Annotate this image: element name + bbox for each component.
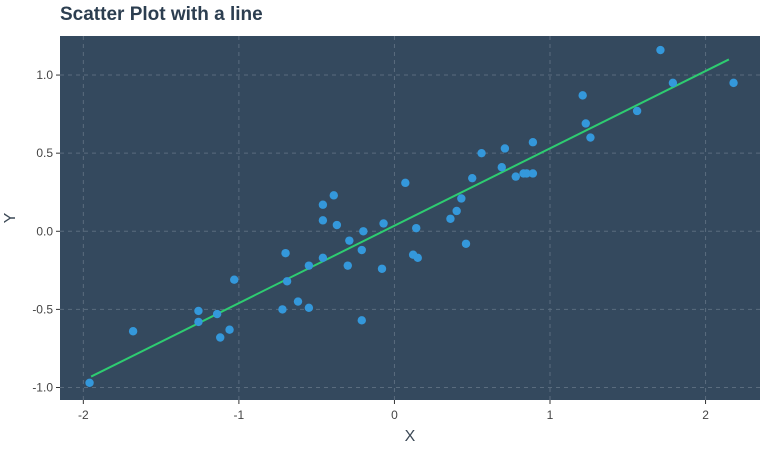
data-point — [528, 169, 538, 178]
x-tick-label: -1 — [234, 408, 245, 422]
data-point — [413, 253, 422, 263]
data-point — [304, 261, 314, 270]
data-point — [477, 148, 486, 158]
data-point — [528, 138, 538, 147]
data-point — [729, 78, 738, 88]
data-point — [581, 119, 590, 128]
scatter-points — [85, 45, 738, 388]
data-point — [446, 214, 455, 223]
y-tick-label: 1.0 — [36, 68, 53, 82]
data-point — [281, 248, 290, 258]
data-point — [656, 45, 665, 55]
chart-title: Scatter Plot with a line — [60, 4, 263, 25]
data-point — [282, 277, 292, 286]
y-tick-label: -1.0 — [32, 381, 53, 395]
data-point — [377, 264, 387, 273]
data-point — [632, 106, 642, 116]
data-point — [194, 306, 203, 316]
data-point — [345, 236, 354, 245]
data-point — [511, 172, 520, 181]
data-point — [278, 305, 287, 314]
x-tick-label: -2 — [78, 408, 89, 422]
data-point — [329, 191, 338, 200]
data-point — [357, 245, 366, 255]
data-point — [500, 144, 510, 153]
data-point — [578, 91, 587, 100]
data-point — [343, 261, 352, 270]
y-tick-label: -0.5 — [32, 302, 53, 316]
data-point — [128, 327, 138, 336]
data-point — [304, 303, 314, 313]
y-axis-title: Y — [2, 212, 19, 223]
data-point — [293, 297, 303, 306]
data-point — [359, 227, 368, 236]
data-point — [216, 333, 225, 342]
data-point — [332, 220, 342, 230]
data-point — [225, 325, 234, 334]
x-tick-label: 2 — [702, 408, 709, 422]
data-point — [85, 378, 94, 388]
data-point — [668, 78, 678, 88]
data-point — [212, 309, 222, 319]
data-point — [468, 173, 477, 183]
data-point — [586, 133, 595, 142]
x-axis-title: X — [405, 428, 416, 445]
data-point — [522, 169, 531, 178]
data-point — [318, 216, 328, 225]
data-point — [401, 178, 410, 188]
data-point — [379, 219, 388, 228]
data-point — [357, 316, 366, 325]
data-point — [457, 194, 466, 203]
x-tick-label: 1 — [547, 408, 554, 422]
data-point — [318, 200, 328, 209]
data-point — [452, 206, 461, 216]
data-point — [412, 223, 421, 233]
x-tick-label: 0 — [391, 408, 398, 422]
data-point — [461, 239, 471, 248]
data-point — [318, 253, 328, 263]
data-point — [194, 317, 203, 327]
data-point — [230, 275, 239, 284]
y-tick-label: 0.5 — [36, 146, 53, 160]
data-point — [497, 163, 506, 172]
y-tick-label: 0.0 — [36, 224, 53, 238]
axis-ticks: -2 -1 0 1 2 -1.0 -0.5 0.0 0.5 1.0 — [32, 68, 709, 422]
